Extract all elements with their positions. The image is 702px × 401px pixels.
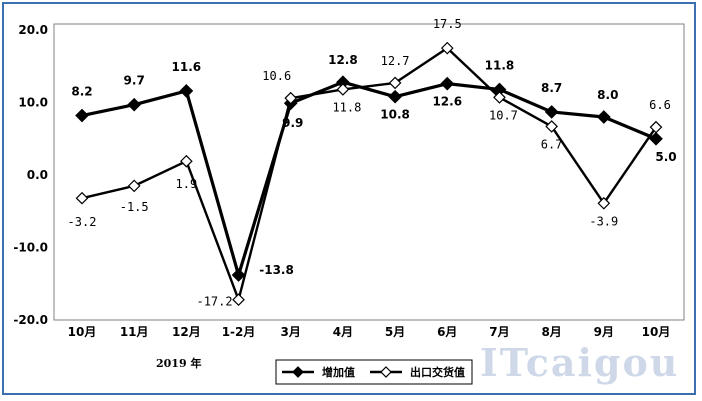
x-tick-label: 5月 [385, 325, 405, 339]
data-label: 8.0 [597, 88, 618, 102]
data-label: 10.6 [262, 69, 291, 83]
marker-open-diamond [75, 191, 89, 205]
marker-filled-diamond [596, 110, 611, 124]
x-tick-label: 4月 [333, 325, 353, 339]
data-label: 12.7 [381, 54, 410, 68]
data-label: -3.2 [68, 215, 97, 229]
marker-open-diamond [388, 76, 402, 90]
legend: 增加值 出口交货值 [275, 359, 473, 385]
data-label: -17.2 [196, 295, 232, 309]
data-label: 8.7 [541, 81, 562, 95]
data-label: 5.0 [655, 150, 676, 164]
legend-label: 增加值 [322, 365, 355, 379]
x-tick-label: 7月 [489, 325, 509, 339]
legend-label: 出口交货值 [410, 365, 465, 379]
marker-open-diamond [440, 41, 454, 55]
marker-open-diamond [232, 293, 245, 307]
x-tick-label: 6月 [437, 325, 457, 339]
series-line-1 [81, 80, 657, 277]
x-tick-label: 8月 [541, 325, 561, 339]
y-axis-ticks: 20.0 10.0 0.0 -10.0 -20.0 [13, 23, 48, 327]
marker-open-diamond [545, 120, 558, 133]
marker-open-diamond [493, 91, 506, 104]
marker-open-diamond [127, 179, 141, 193]
marker-open-diamond [284, 91, 298, 105]
data-label: 11.8 [485, 58, 515, 72]
x-tick-label: 3月 [281, 325, 301, 339]
data-label: 8.2 [71, 85, 92, 99]
marker-open-diamond [336, 83, 350, 96]
data-label: 17.5 [433, 17, 462, 31]
series-line-2 [81, 46, 657, 301]
data-label: 10.7 [489, 108, 518, 122]
marker-filled-diamond [388, 89, 402, 104]
chart-frame: 20.0 10.0 0.0 -10.0 -20.0 10月 11月 12月 1-2月 3月 4月 5… [2, 2, 696, 395]
marker-filled-diamond [649, 131, 663, 146]
series-markers [75, 41, 663, 307]
marker-open-diamond [597, 196, 611, 210]
data-label: 1.9 [176, 177, 198, 191]
x-tick-label: 10月 [642, 325, 671, 339]
y-tick-label: 0.0 [27, 168, 48, 182]
y-tick-label: -10.0 [13, 241, 48, 255]
x-tick-label: 12月 [172, 325, 201, 339]
x-tick-label: 1-2月 [222, 325, 256, 339]
data-label: -3.9 [589, 214, 618, 228]
data-label: -1.5 [120, 200, 149, 214]
year-label: 2019 年 [156, 356, 201, 370]
data-label: 10.8 [380, 108, 410, 122]
data-label: 9.7 [124, 74, 145, 88]
marker-open-diamond [649, 120, 663, 134]
data-label: -13.8 [259, 263, 294, 277]
marker-filled-diamond [544, 105, 559, 119]
marker-filled-diamond [231, 268, 246, 282]
data-label: 12.8 [328, 53, 358, 67]
plot-area [53, 23, 685, 321]
x-tick-label: 11月 [120, 325, 149, 339]
watermark: ITcaigou [480, 340, 679, 385]
line-chart: 20.0 10.0 0.0 -10.0 -20.0 10月 11月 12月 1-2月 3月 4月 5… [13, 17, 685, 385]
data-label: 12.6 [432, 95, 462, 109]
data-label: 11.6 [172, 60, 202, 74]
x-axis-ticks: 10月 11月 12月 1-2月 3月 4月 5月 6月 7月 8月 9月 10月 [68, 325, 671, 339]
y-tick-label: 10.0 [18, 96, 48, 110]
data-label: 6.7 [541, 137, 563, 151]
marker-filled-diamond [440, 76, 455, 91]
y-tick-label: -20.0 [13, 313, 48, 327]
data-label: 11.8 [332, 100, 361, 114]
data-labels: 8.2 9.7 11.6 -13.8 9.9 12.8 10.8 12.6 11.8 8.7 8.0… [68, 17, 677, 309]
x-tick-label: 9月 [594, 325, 614, 339]
data-label: 6.6 [649, 98, 671, 112]
legend-marker-filled [292, 366, 304, 378]
marker-filled-diamond [127, 97, 142, 112]
legend-marker-open [380, 366, 392, 378]
marker-filled-diamond [179, 84, 194, 98]
series-lines [81, 46, 657, 301]
x-tick-label: 10月 [68, 325, 97, 339]
y-tick-label: 20.0 [18, 23, 48, 37]
marker-open-diamond [180, 154, 193, 168]
marker-filled-diamond [75, 108, 89, 123]
data-label: 9.9 [282, 116, 303, 130]
